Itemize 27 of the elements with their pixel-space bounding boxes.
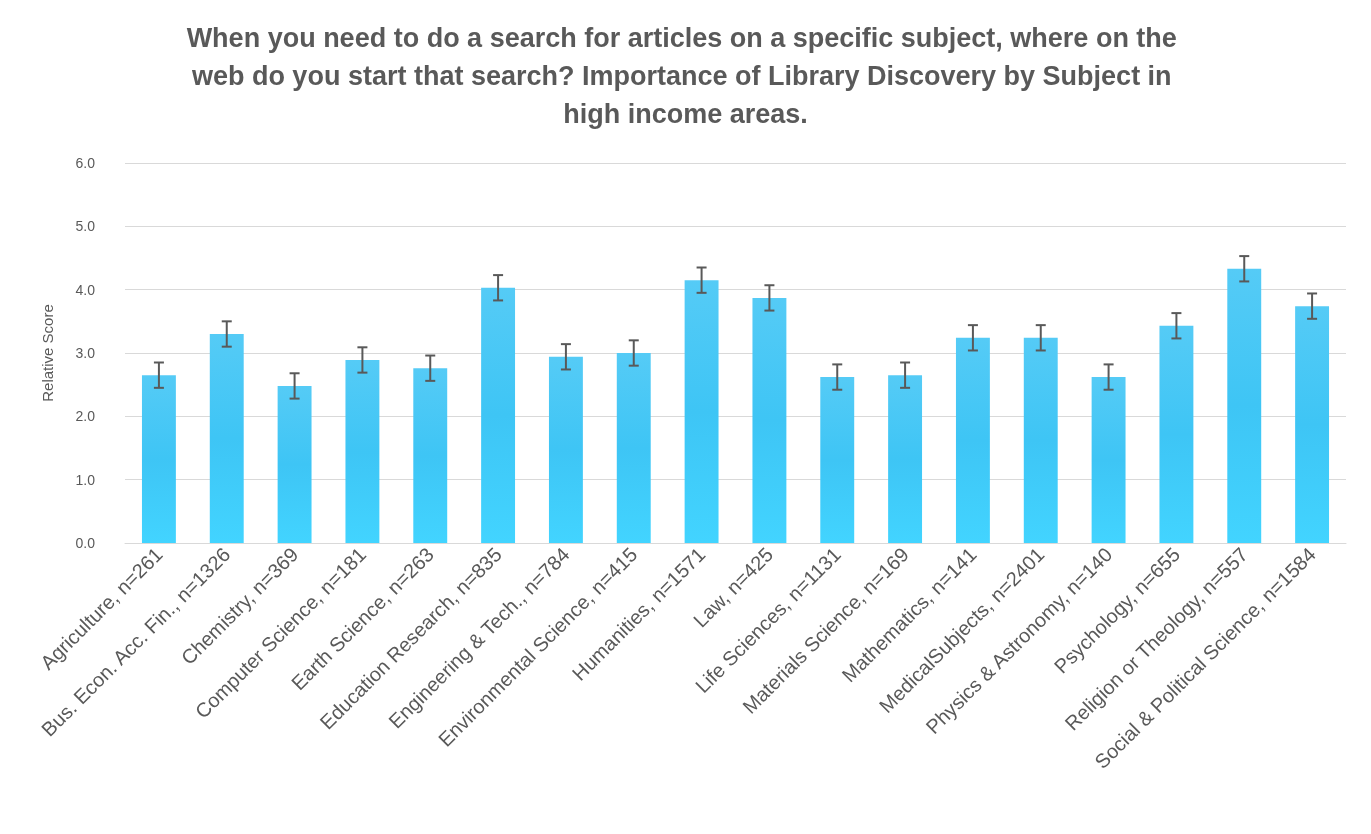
bar — [141, 375, 176, 543]
y-tick-label: 1.0 — [75, 471, 96, 488]
bar — [955, 337, 990, 543]
bar — [413, 368, 448, 543]
bar — [1023, 337, 1058, 543]
chart-title: When you need to do a search for articles on a specific subject, where on the web do you start that search? Importance of Library Discovery by Subject in high income areas. — [186, 23, 1185, 129]
bar — [888, 375, 923, 543]
bar — [1295, 306, 1330, 543]
bar — [616, 353, 651, 543]
bar — [209, 334, 244, 543]
bar — [752, 297, 787, 543]
y-axis-title: Relative Score — [39, 304, 56, 402]
y-tick-label: 2.0 — [75, 408, 96, 425]
bar — [1091, 377, 1126, 543]
y-tick-label: 5.0 — [75, 218, 96, 235]
bar — [481, 287, 516, 543]
bar — [684, 280, 719, 543]
y-tick-label: 4.0 — [75, 281, 96, 298]
bar — [277, 385, 312, 543]
bar — [548, 356, 583, 543]
bar — [1227, 268, 1262, 543]
bar — [1159, 325, 1194, 543]
y-tick-label: 3.0 — [75, 345, 96, 361]
bar — [345, 359, 380, 543]
bar — [820, 377, 855, 543]
y-tick-label: 0.0 — [75, 535, 96, 551]
y-tick-label: 6.0 — [75, 155, 96, 171]
